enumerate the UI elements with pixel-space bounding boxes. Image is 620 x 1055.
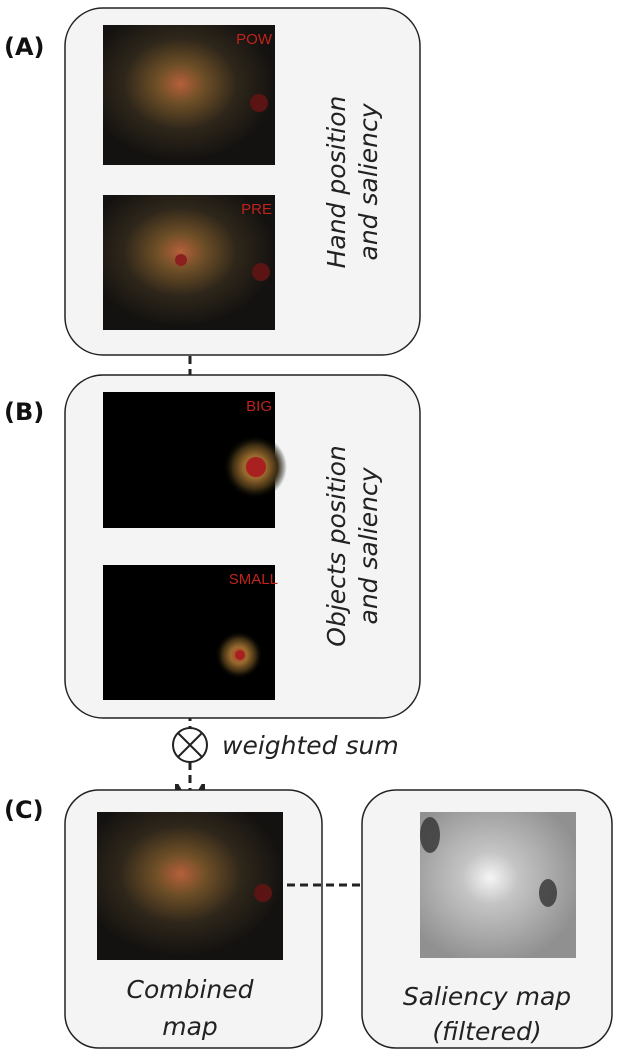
panel-label: (B): [4, 398, 44, 426]
caption-line: Saliency map: [403, 982, 571, 1011]
object: [175, 254, 187, 266]
caption-line: Objects position: [322, 445, 351, 646]
image-tag: SMALL: [229, 571, 278, 588]
image-tag: BIG: [246, 398, 272, 415]
object: [246, 457, 266, 477]
object: [252, 263, 270, 281]
diagram: (A) POW PRE Hand position and saliency (…: [0, 0, 620, 1055]
object: [235, 650, 245, 660]
caption-line: Hand position: [322, 96, 351, 269]
caption-line: (filtered): [432, 1017, 541, 1046]
caption-line: and saliency: [354, 466, 383, 624]
object: [250, 94, 268, 112]
operator: [173, 728, 207, 762]
caption-line: and saliency: [354, 102, 383, 260]
operator-label: weighted sum: [222, 731, 399, 760]
panel-label: (C): [4, 796, 44, 824]
blob: [539, 879, 557, 907]
panel-label: (A): [4, 33, 45, 61]
object: [254, 884, 272, 902]
blob: [420, 817, 440, 853]
image-tag: PRE: [241, 201, 272, 218]
caption-line: map: [162, 1012, 218, 1041]
image-tag: POW: [236, 31, 273, 48]
image: [97, 812, 283, 960]
caption-line: Combined: [126, 975, 253, 1004]
